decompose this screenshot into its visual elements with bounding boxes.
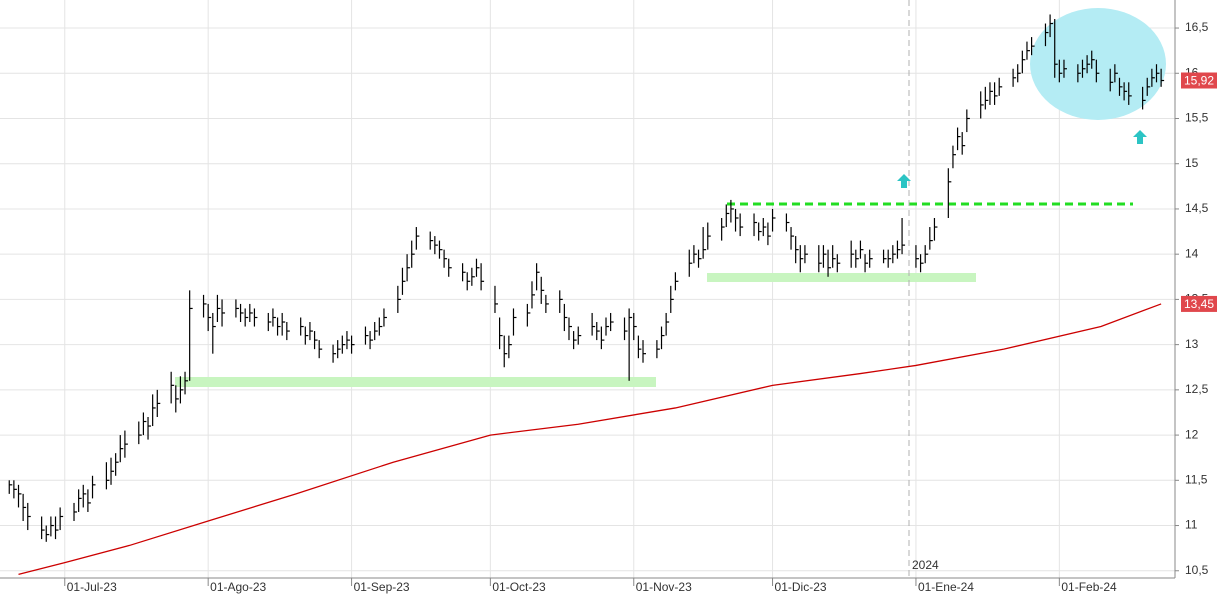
y-tick-label: 11,5 bbox=[1185, 472, 1208, 486]
y-tick-label: 15,5 bbox=[1185, 111, 1209, 125]
x-tick-label: 01-Oct-23 bbox=[492, 580, 546, 594]
x-tick-label: 01-Dic-23 bbox=[775, 580, 827, 594]
x-tick-label: 01-Jul-23 bbox=[67, 580, 117, 594]
y-tick-label: 10,5 bbox=[1185, 563, 1209, 577]
x-tick-label: 01-Nov-23 bbox=[636, 580, 692, 594]
y-tick-label: 14 bbox=[1185, 246, 1199, 260]
y-tick-label: 13 bbox=[1185, 337, 1199, 351]
support-band bbox=[175, 377, 656, 387]
y-tick-label: 12,5 bbox=[1185, 382, 1209, 396]
y-tick-label: 16,5 bbox=[1185, 20, 1209, 34]
y-tick-label: 12 bbox=[1185, 427, 1199, 441]
y-tick-label: 11 bbox=[1185, 518, 1198, 532]
support-band bbox=[707, 273, 976, 282]
x-tick-label: 01-Ene-24 bbox=[918, 580, 974, 594]
price-tag-label: 13,45 bbox=[1184, 297, 1214, 311]
moving-average bbox=[18, 303, 1162, 576]
x-tick-label: 01-Sep-23 bbox=[354, 580, 410, 594]
x-tick-label: 01-Ago-23 bbox=[210, 580, 266, 594]
arrow-up bbox=[1133, 130, 1147, 144]
price-tag bbox=[1181, 295, 1217, 312]
price-tag-label: 15,92 bbox=[1184, 74, 1214, 88]
arrow-up bbox=[897, 174, 911, 188]
x-tick-label: 01-Feb-24 bbox=[1061, 580, 1117, 594]
year-label: 2024 bbox=[912, 558, 939, 572]
highlight-ellipse bbox=[1030, 8, 1166, 120]
price-tag bbox=[1181, 72, 1217, 89]
grid bbox=[0, 0, 1175, 578]
y-tick-label: 15 bbox=[1185, 156, 1199, 170]
y-tick-label: 14,5 bbox=[1185, 201, 1209, 215]
